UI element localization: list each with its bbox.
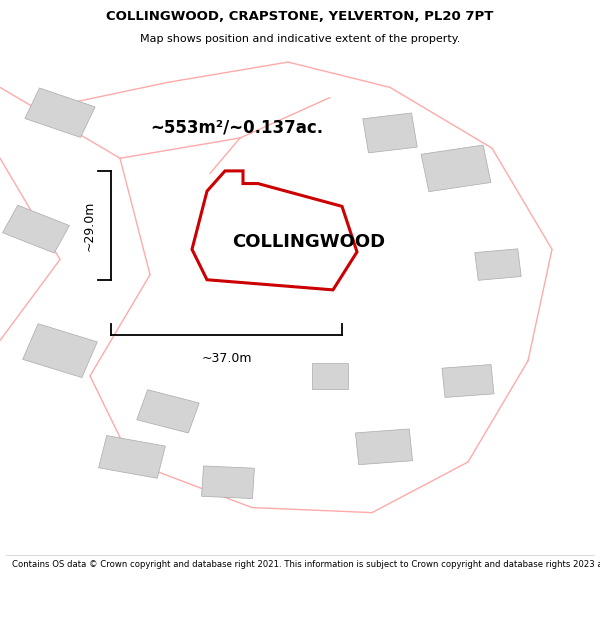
Polygon shape: [421, 145, 491, 192]
Polygon shape: [274, 226, 326, 263]
Text: Contains OS data © Crown copyright and database right 2021. This information is : Contains OS data © Crown copyright and d…: [12, 560, 600, 569]
Polygon shape: [442, 364, 494, 398]
Polygon shape: [23, 324, 97, 378]
Polygon shape: [98, 436, 166, 478]
Text: ~29.0m: ~29.0m: [82, 200, 95, 251]
Polygon shape: [355, 429, 413, 464]
Text: Map shows position and indicative extent of the property.: Map shows position and indicative extent…: [140, 34, 460, 44]
Polygon shape: [475, 249, 521, 281]
Text: ~553m²/~0.137ac.: ~553m²/~0.137ac.: [150, 119, 323, 137]
Polygon shape: [312, 363, 348, 389]
Polygon shape: [137, 390, 199, 433]
Text: ~37.0m: ~37.0m: [201, 352, 252, 365]
Polygon shape: [363, 113, 417, 153]
Polygon shape: [202, 466, 254, 499]
Polygon shape: [2, 205, 70, 253]
Polygon shape: [25, 88, 95, 138]
Text: COLLINGWOOD, CRAPSTONE, YELVERTON, PL20 7PT: COLLINGWOOD, CRAPSTONE, YELVERTON, PL20 …: [106, 10, 494, 23]
Text: COLLINGWOOD: COLLINGWOOD: [232, 232, 386, 251]
Polygon shape: [192, 171, 357, 290]
